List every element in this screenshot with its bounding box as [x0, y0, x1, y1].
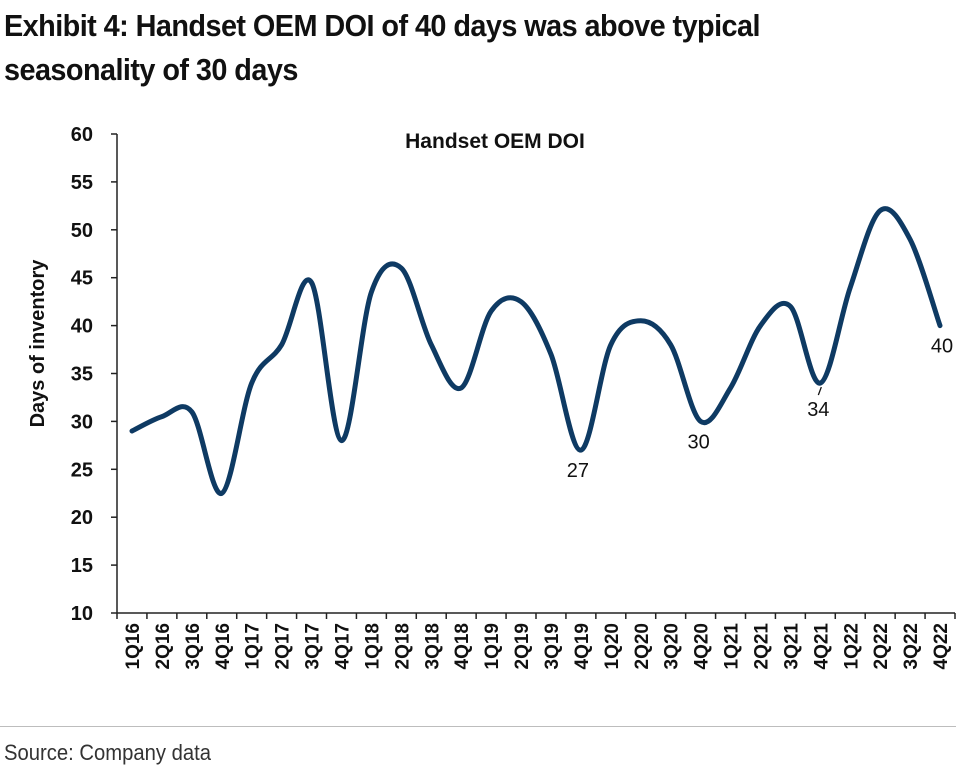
x-tick-label: 3Q20	[662, 623, 683, 669]
x-tick-label: 2Q22	[871, 623, 892, 669]
exhibit-title: Exhibit 4: Handset OEM DOI of 40 days wa…	[4, 4, 878, 92]
x-tick-label: 2Q21	[751, 623, 772, 670]
x-tick-label: 1Q16	[123, 623, 144, 669]
data-label-leader	[817, 386, 822, 396]
data-label: 40	[931, 336, 953, 358]
x-tick-label: 4Q19	[572, 623, 593, 669]
x-tick-label: 2Q16	[153, 623, 174, 669]
y-tick-label: 40	[71, 316, 93, 338]
y-tick-label: 45	[71, 268, 93, 290]
exhibit-title-line1: Exhibit 4: Handset OEM DOI of 40 days wa…	[4, 8, 761, 43]
data-label: 30	[687, 431, 709, 453]
series-line-handset-oem-doi	[129, 206, 943, 496]
y-axis-title: Days of inventory	[27, 259, 49, 428]
x-tick-label: 2Q20	[632, 623, 653, 669]
x-tick-label: 1Q17	[243, 623, 264, 669]
chart-title: Handset OEM DOI	[405, 130, 585, 153]
data-label: 27	[567, 460, 589, 482]
x-tick-label: 3Q19	[542, 623, 563, 669]
y-tick-label: 60	[71, 124, 93, 146]
x-tick-label: 3Q18	[422, 623, 443, 669]
doi-line-chart: 10 15 20 25 30 35 40 45 50 55 60 1Q16 2Q16 3Q16 4Q16 1Q…	[27, 124, 956, 670]
y-tick-label: 35	[71, 364, 93, 386]
x-tick-label: 2Q18	[392, 623, 413, 669]
source-note: Source: Company data	[4, 740, 212, 765]
footer-divider	[0, 726, 956, 727]
x-tick-label: 4Q16	[213, 623, 234, 669]
x-tick-label: 1Q21	[722, 623, 743, 670]
x-tick-label: 2Q19	[512, 623, 533, 669]
y-tick-label: 55	[71, 172, 93, 194]
y-tick-label: 20	[71, 507, 93, 529]
data-label: 34	[807, 399, 829, 421]
x-tick-label: 1Q18	[362, 623, 383, 669]
x-tick-label: 3Q22	[901, 623, 922, 669]
x-tick-label: 1Q20	[602, 623, 623, 669]
x-tick-label: 4Q21	[811, 623, 832, 670]
y-tick-label: 25	[71, 459, 93, 481]
x-tick-label: 3Q16	[183, 623, 204, 669]
y-tick-label: 15	[71, 555, 93, 577]
x-tick-label: 1Q19	[482, 623, 503, 669]
x-tick-label: 2Q17	[273, 623, 294, 669]
y-tick-label: 30	[71, 411, 93, 433]
x-tick-label: 4Q22	[931, 623, 952, 669]
exhibit-title-line2: seasonality of 30 days	[4, 52, 298, 87]
y-tick-label: 10	[71, 603, 93, 625]
x-tick-label: 3Q17	[303, 623, 324, 669]
x-tick-label: 1Q22	[841, 623, 862, 669]
x-tick-label: 4Q20	[692, 623, 713, 669]
x-tick-label: 4Q18	[452, 623, 473, 669]
x-tick-label: 4Q17	[332, 623, 353, 669]
y-tick-label: 50	[71, 220, 93, 242]
x-tick-label: 3Q21	[781, 623, 802, 670]
